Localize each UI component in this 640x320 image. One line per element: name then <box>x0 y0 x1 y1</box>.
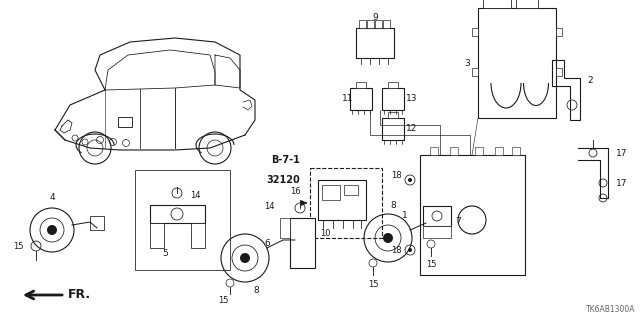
Text: 8: 8 <box>390 201 396 210</box>
Text: 8: 8 <box>253 286 259 295</box>
Bar <box>150 205 205 223</box>
Bar <box>430 147 438 155</box>
Text: 17: 17 <box>616 148 627 157</box>
Bar <box>483 0 511 8</box>
Text: B-7-1: B-7-1 <box>271 155 300 165</box>
Text: 13: 13 <box>406 93 417 102</box>
Text: 2: 2 <box>587 76 593 84</box>
Bar <box>512 147 520 155</box>
Text: 10: 10 <box>320 228 330 237</box>
Text: 3: 3 <box>464 59 470 68</box>
Text: 18: 18 <box>392 171 402 180</box>
Circle shape <box>47 225 57 235</box>
Text: 5: 5 <box>162 249 168 258</box>
Bar <box>495 147 503 155</box>
Text: 9: 9 <box>372 13 378 22</box>
Bar <box>556 68 562 76</box>
Text: 15: 15 <box>368 280 378 289</box>
Circle shape <box>383 233 393 243</box>
Bar <box>423 206 451 226</box>
Text: 14: 14 <box>190 190 200 199</box>
Bar <box>367 20 374 28</box>
Bar <box>383 20 390 28</box>
Bar <box>118 117 132 127</box>
Bar <box>478 8 556 118</box>
Text: 16: 16 <box>290 187 300 196</box>
Bar <box>516 0 538 8</box>
Bar <box>472 28 478 36</box>
Text: 32120: 32120 <box>266 175 300 185</box>
Bar <box>356 28 394 58</box>
Text: 1: 1 <box>403 211 408 220</box>
Text: 11: 11 <box>342 93 353 102</box>
Text: 6: 6 <box>264 238 270 247</box>
Text: 4: 4 <box>49 193 55 202</box>
Bar <box>318 180 366 220</box>
Bar <box>344 185 358 195</box>
Bar <box>382 118 404 140</box>
Circle shape <box>408 178 412 182</box>
Text: 12: 12 <box>406 124 417 132</box>
Bar <box>350 88 372 110</box>
Bar <box>382 88 404 110</box>
Bar <box>475 147 483 155</box>
Bar <box>450 147 458 155</box>
Text: 15: 15 <box>218 296 228 305</box>
Bar <box>280 218 290 238</box>
Bar <box>472 68 478 76</box>
Text: 17: 17 <box>616 179 627 188</box>
Bar <box>310 168 382 238</box>
Bar <box>135 170 230 270</box>
Bar <box>556 28 562 36</box>
Text: 14: 14 <box>264 202 275 211</box>
Bar <box>322 185 340 200</box>
Circle shape <box>408 248 412 252</box>
Bar <box>290 218 315 268</box>
Bar <box>356 82 366 88</box>
Bar <box>90 216 104 230</box>
Circle shape <box>240 253 250 263</box>
Text: 18: 18 <box>392 245 402 254</box>
Bar <box>423 226 451 238</box>
Text: TK6AB1300A: TK6AB1300A <box>586 305 635 314</box>
Text: 15: 15 <box>426 260 436 269</box>
Bar <box>191 223 205 248</box>
Bar <box>375 20 382 28</box>
Bar <box>388 112 398 118</box>
Bar <box>388 82 398 88</box>
Text: FR.: FR. <box>68 289 91 301</box>
Bar <box>420 155 525 275</box>
Bar <box>359 20 366 28</box>
Bar <box>150 223 164 248</box>
Text: 15: 15 <box>13 242 24 251</box>
Text: 7: 7 <box>455 217 461 226</box>
